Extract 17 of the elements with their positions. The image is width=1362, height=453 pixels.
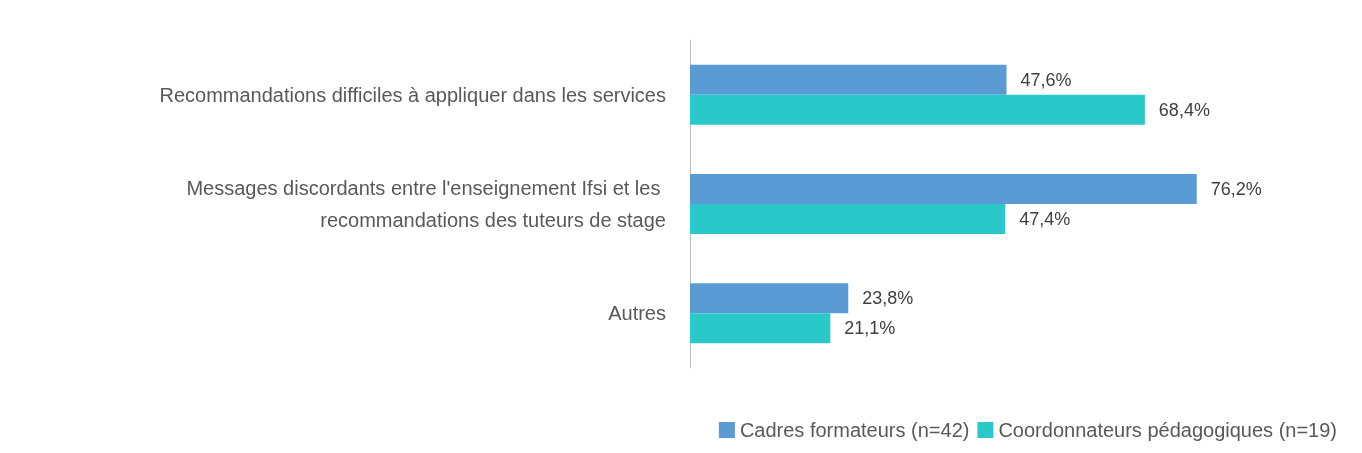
y-tick-label: Recommandations difficiles à appliquer dans les services: [159, 83, 666, 106]
data-label: 21,1%: [844, 318, 896, 339]
bar: [690, 94, 1145, 125]
bar: [690, 204, 1006, 234]
y-tick-label: Messages discordants entre l'enseignement Ifsi et les recommandations des tuteurs de stage: [186, 177, 666, 231]
data-label: 23,8%: [862, 288, 914, 309]
data-label: 68,4%: [1158, 99, 1210, 120]
legend-label: Cadres formateurs (n=42): [739, 419, 970, 441]
bar: [690, 313, 831, 344]
data-label: 47,4%: [1019, 209, 1071, 229]
legend-label: Coordonnateurs pédagogiques (n=19): [998, 419, 1338, 441]
bar: [690, 64, 1007, 95]
data-label: 76,2%: [1210, 179, 1262, 199]
data-label: 47,6%: [1020, 69, 1072, 90]
bar: [690, 283, 849, 314]
y-tick-label: Autres: [608, 302, 666, 325]
bar: [690, 174, 1197, 204]
